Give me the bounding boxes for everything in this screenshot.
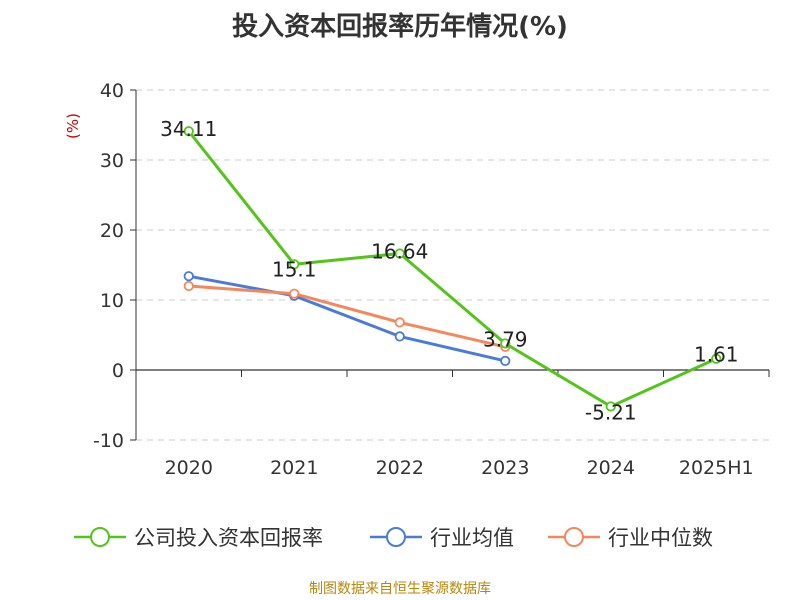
y-tick-label: 30 (100, 150, 124, 172)
legend-marker (386, 527, 406, 547)
legend-label: 行业均值 (430, 526, 514, 550)
y-tick-label: -10 (93, 430, 124, 452)
legend-marker (90, 527, 110, 547)
y-tick-label: 0 (112, 360, 124, 382)
data-point (394, 248, 405, 259)
legend-label: 公司投入资本回报率 (134, 526, 323, 550)
chart-title: 投入资本回报率历年情况(%) (232, 12, 568, 42)
x-tick-label: 2021 (270, 457, 318, 479)
data-point (500, 338, 511, 349)
data-point (289, 288, 300, 299)
data-label: 16.64 (371, 240, 428, 264)
data-label: 1.61 (694, 343, 739, 367)
data-label: 34.11 (160, 117, 217, 141)
data-point (289, 259, 300, 270)
y-tick-label: 10 (100, 290, 124, 312)
data-point (394, 317, 405, 328)
legend-label: 行业中位数 (608, 526, 713, 550)
y-tick-label: 20 (100, 220, 124, 242)
x-tick-label: 2024 (587, 457, 635, 479)
data-label: 3.79 (483, 327, 528, 351)
series-line (187, 130, 717, 408)
data-point (183, 126, 194, 137)
data-source-note: 制图数据来自恒生聚源数据库 (309, 581, 491, 597)
legend-marker (564, 527, 584, 547)
y-tick-label: 40 (100, 80, 124, 102)
data-point (183, 271, 194, 282)
data-point (394, 331, 405, 342)
x-tick-label: 2022 (376, 457, 424, 479)
y-axis-unit-label: (%) (64, 113, 82, 139)
series-line (188, 274, 506, 363)
x-tick-label: 2023 (481, 457, 529, 479)
data-label: 15.1 (272, 257, 317, 281)
x-tick-label: 2025H1 (679, 457, 754, 479)
data-point (183, 280, 194, 292)
data-point (605, 401, 616, 412)
data-label: -5.21 (585, 400, 637, 424)
data-point (711, 353, 722, 364)
data-point (500, 355, 511, 366)
x-tick-label: 2020 (165, 457, 213, 479)
series-line (188, 284, 506, 349)
